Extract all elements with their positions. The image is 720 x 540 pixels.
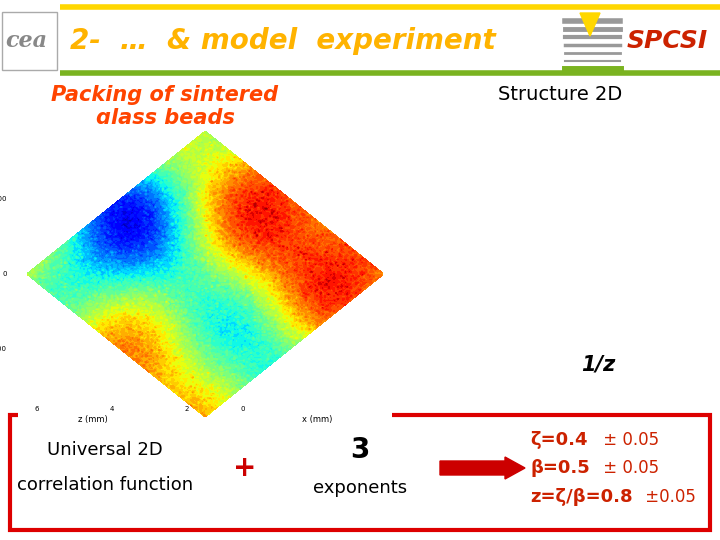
Text: 4: 4	[109, 406, 114, 412]
Text: 2-  …  & model  experiment: 2- … & model experiment	[70, 27, 496, 55]
Text: β=0.5: β=0.5	[530, 459, 590, 477]
Text: Packing of sintered: Packing of sintered	[51, 85, 279, 105]
Text: Structure 2D: Structure 2D	[498, 85, 622, 105]
Bar	[10, 415, 710, 530]
Text: Universal 2D: Universal 2D	[47, 441, 163, 459]
Text: glass beads: glass beads	[96, 108, 235, 128]
Bar	[0, 0, 720, 75]
FancyArrow shape	[440, 457, 525, 479]
Text: 1/z: 1/z	[581, 355, 615, 375]
Text: correlation function: correlation function	[17, 476, 193, 494]
Bar	[2, 12, 57, 70]
Text: ±0.05: ±0.05	[640, 488, 696, 506]
Text: z=ζ/β=0.8: z=ζ/β=0.8	[530, 488, 633, 506]
Text: x (mm): x (mm)	[302, 415, 333, 424]
Text: 0: 0	[2, 271, 6, 277]
Text: cea: cea	[5, 30, 47, 52]
Text: 3: 3	[351, 436, 369, 464]
Text: ± 0.05: ± 0.05	[598, 459, 659, 477]
Text: 100: 100	[0, 196, 6, 202]
Text: ± 0.05: ± 0.05	[598, 431, 659, 449]
Text: SPCSI: SPCSI	[627, 29, 708, 53]
Text: ζ=0.4: ζ=0.4	[530, 431, 588, 449]
Text: 0: 0	[240, 406, 245, 412]
Text: 6: 6	[35, 406, 39, 412]
Text: exponents: exponents	[313, 479, 407, 497]
Text: +: +	[233, 454, 257, 482]
Polygon shape	[580, 13, 600, 36]
Text: 2: 2	[184, 406, 189, 412]
Text: -100: -100	[0, 346, 6, 352]
Text: z (mm): z (mm)	[78, 415, 108, 424]
